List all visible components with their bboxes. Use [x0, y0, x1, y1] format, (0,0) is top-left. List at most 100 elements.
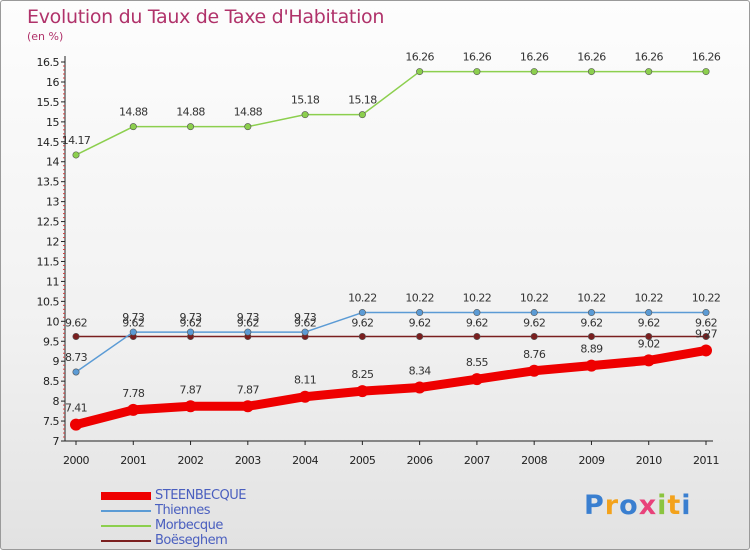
data-label: 9.62 — [409, 316, 431, 329]
data-label: 7.87 — [179, 383, 202, 396]
data-point — [129, 123, 137, 131]
data-point — [244, 328, 252, 336]
data-point — [358, 332, 366, 340]
data-label: 9.73 — [179, 311, 202, 324]
data-point — [187, 328, 195, 336]
y-tick-label: 15.5 — [37, 96, 60, 109]
data-point — [241, 400, 254, 413]
data-point — [587, 309, 595, 317]
data-point — [645, 332, 653, 340]
y-tick-label: 14 — [46, 156, 59, 169]
logo-letter: r — [604, 490, 620, 521]
legend: STEENBECQUE Thiennes Morbecque Boëseghem — [101, 488, 247, 548]
x-tick-label: 2011 — [693, 454, 719, 467]
data-label: 9.62 — [523, 316, 545, 329]
data-label: 14.88 — [176, 106, 205, 119]
x-tick-label: 2000 — [63, 454, 89, 467]
legend-swatch-morbecque — [101, 524, 151, 527]
data-point — [416, 309, 424, 317]
data-point — [587, 332, 595, 340]
data-point — [127, 403, 140, 416]
data-label: 9.27 — [695, 327, 718, 340]
legend-item-boeseghem: Boëseghem — [101, 533, 246, 548]
data-label: 16.26 — [577, 51, 606, 64]
legend-swatch-thiennes — [101, 509, 151, 512]
data-label: 15.18 — [291, 94, 320, 107]
data-label: 9.02 — [638, 337, 660, 350]
data-label: 8.76 — [523, 348, 546, 361]
data-label: 9.62 — [695, 316, 717, 329]
data-label: 10.22 — [348, 292, 377, 305]
data-point — [72, 332, 80, 340]
data-point — [587, 68, 595, 76]
data-point — [473, 332, 481, 340]
legend-swatch-boeseghem — [101, 539, 151, 542]
data-point — [184, 400, 197, 413]
data-point — [129, 328, 137, 336]
y-tick-label: 12 — [46, 236, 59, 249]
chart-subtitle: (en %) — [27, 30, 64, 43]
logo-letter: i — [681, 490, 692, 521]
data-point — [299, 390, 312, 403]
data-label: 9.62 — [237, 316, 259, 329]
data-label: 10.22 — [577, 292, 606, 305]
data-label: 8.55 — [466, 356, 489, 369]
data-label: 10.22 — [692, 292, 721, 305]
data-label: 10.22 — [520, 292, 549, 305]
data-label: 16.26 — [463, 51, 492, 64]
y-tick-label: 7.5 — [43, 415, 59, 428]
data-point — [356, 385, 369, 398]
proxiti-logo: Proxiti — [584, 490, 692, 521]
data-label: 9.62 — [638, 316, 660, 329]
y-tick-label: 13 — [46, 196, 59, 209]
data-label: 9.73 — [122, 311, 145, 324]
y-tick-label: 8 — [53, 395, 60, 408]
data-point — [473, 68, 481, 76]
x-tick-label: 2001 — [120, 454, 146, 467]
data-label: 9.62 — [122, 316, 144, 329]
data-label: 14.88 — [234, 106, 263, 119]
data-label: 14.88 — [119, 106, 148, 119]
data-label: 9.62 — [179, 316, 201, 329]
data-point — [645, 68, 653, 76]
data-label: 16.26 — [634, 51, 663, 64]
legend-item-thiennes: Thiennes — [101, 503, 246, 518]
data-point — [358, 111, 366, 119]
y-tick-label: 14.5 — [37, 136, 60, 149]
logo-letter: o — [619, 490, 639, 521]
data-label: 10.22 — [405, 292, 434, 305]
data-label: 8.25 — [351, 368, 374, 381]
data-point — [244, 123, 252, 131]
series-line-0 — [71, 345, 711, 430]
data-label: 7.41 — [65, 402, 87, 415]
data-point — [702, 68, 710, 76]
y-tick-label: 13.5 — [37, 176, 60, 189]
data-label: 7.87 — [237, 383, 260, 396]
series-line-2 — [75, 70, 707, 156]
data-label: 10.22 — [634, 292, 663, 305]
data-point — [528, 364, 541, 377]
legend-swatch-steenbecque — [101, 491, 151, 500]
y-tick-label: 9.5 — [43, 335, 59, 348]
data-point — [72, 368, 80, 376]
legend-item-morbecque: Morbecque — [101, 518, 246, 533]
data-label: 16.26 — [692, 51, 721, 64]
x-tick-label: 2009 — [578, 454, 604, 467]
data-label: 10.22 — [463, 292, 492, 305]
data-label: 14.17 — [62, 134, 91, 147]
y-tick-label: 10.5 — [37, 295, 60, 308]
y-tick-label: 7 — [53, 435, 60, 448]
series-line-1 — [75, 311, 707, 373]
x-tick-label: 2006 — [407, 454, 433, 467]
y-tick-label: 8.5 — [43, 375, 59, 388]
data-label: 9.62 — [294, 316, 316, 329]
legend-item-steenbecque: STEENBECQUE — [101, 488, 247, 503]
data-point — [470, 373, 483, 386]
data-point — [413, 381, 426, 394]
x-tick-label: 2007 — [464, 454, 490, 467]
data-label: 9.62 — [351, 316, 373, 329]
data-label: 15.18 — [348, 94, 377, 107]
data-point — [645, 309, 653, 317]
data-point — [187, 123, 195, 131]
